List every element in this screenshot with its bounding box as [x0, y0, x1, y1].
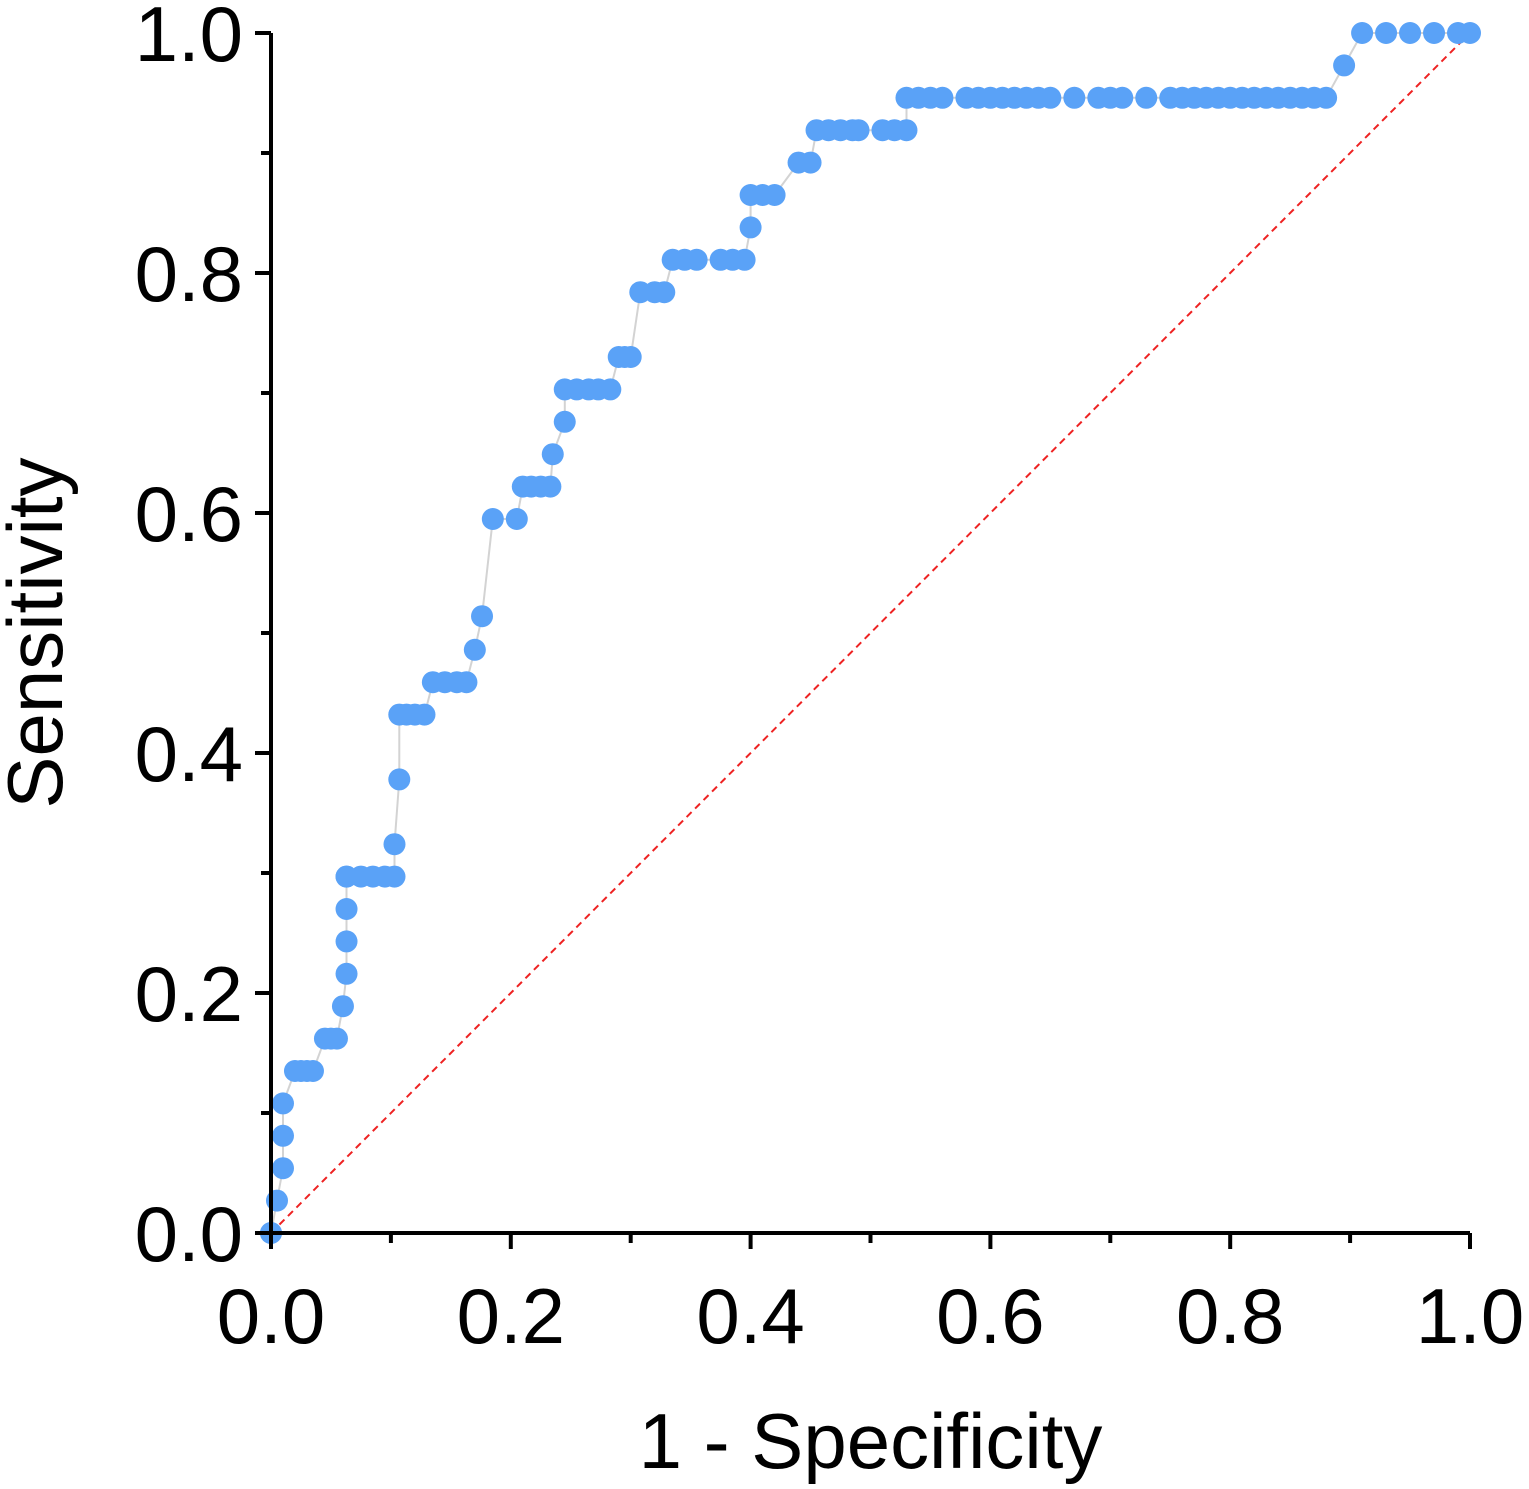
roc-data-point — [455, 671, 478, 694]
x-tick-label: 1.0 — [1416, 1272, 1524, 1360]
roc-data-point — [1375, 22, 1398, 44]
x-tick-label: 0.8 — [1176, 1272, 1284, 1360]
y-tick-label: 0.4 — [135, 710, 243, 798]
roc-data-point — [383, 833, 406, 856]
roc-data-point — [1039, 86, 1062, 109]
roc-data-point — [383, 865, 406, 888]
roc-data-point — [271, 1124, 294, 1147]
reference-line-layer — [270, 32, 1471, 1234]
roc-data-point — [1111, 86, 1134, 109]
x-tick-label: 0.2 — [457, 1272, 565, 1360]
roc-data-point — [799, 151, 822, 174]
y-tick-label: 0.2 — [135, 950, 243, 1038]
roc-data-point — [733, 248, 756, 271]
roc-data-point — [301, 1060, 324, 1082]
roc-data-point — [931, 86, 954, 109]
roc-data-point — [335, 898, 358, 920]
roc-data-point — [1333, 54, 1356, 77]
roc-data-point — [553, 410, 576, 433]
roc-data-point — [1423, 22, 1446, 44]
roc-data-point — [471, 605, 494, 628]
y-tick-label: 1.0 — [135, 0, 243, 78]
roc-data-point — [388, 768, 411, 791]
roc-data-point — [1315, 86, 1338, 109]
x-axis-title: 1 - Specificity — [639, 1397, 1103, 1485]
roc-data-point — [619, 346, 642, 368]
y-tick-label: 0.0 — [135, 1190, 243, 1278]
y-axis-title: Sensitivity — [0, 457, 79, 808]
roc-data-point — [335, 962, 358, 985]
roc-data-point — [739, 216, 762, 239]
roc-data-point — [1459, 22, 1481, 44]
roc-data-point — [505, 508, 528, 530]
roc-data-point — [541, 443, 564, 466]
x-tick-label: 0.0 — [217, 1272, 325, 1360]
roc-data-point — [413, 703, 436, 726]
roc-data-point — [685, 248, 708, 271]
y-tick-label: 0.8 — [135, 230, 243, 318]
roc-data-point — [653, 281, 676, 304]
roc-data-point — [763, 184, 786, 206]
y-tick-label: 0.6 — [135, 470, 243, 558]
data-points-layer — [260, 22, 1481, 1244]
roc-data-point — [271, 1157, 294, 1180]
roc-data-point — [539, 475, 562, 498]
roc-data-point — [335, 930, 358, 953]
roc-data-point — [1399, 22, 1422, 44]
roc-data-point — [331, 995, 354, 1018]
roc-data-point — [1063, 86, 1086, 109]
roc-data-point — [271, 1092, 294, 1115]
roc-data-point — [463, 638, 486, 661]
reference-diagonal-line — [270, 32, 1471, 1234]
roc-data-point — [895, 119, 918, 142]
roc-data-point — [481, 508, 504, 530]
roc-data-point — [599, 378, 622, 401]
roc-data-point — [325, 1027, 348, 1050]
x-tick-label: 0.4 — [696, 1272, 804, 1360]
ticks-layer: 0.0 0.2 0.4 0.6 0.8 1.0 0.0 0.2 0.4 0.6 0.8 1.0 — [135, 0, 1525, 1360]
roc-data-point — [1135, 86, 1158, 109]
roc-data-point — [1351, 22, 1374, 44]
x-tick-label: 0.6 — [936, 1272, 1044, 1360]
roc-data-point — [847, 119, 870, 142]
